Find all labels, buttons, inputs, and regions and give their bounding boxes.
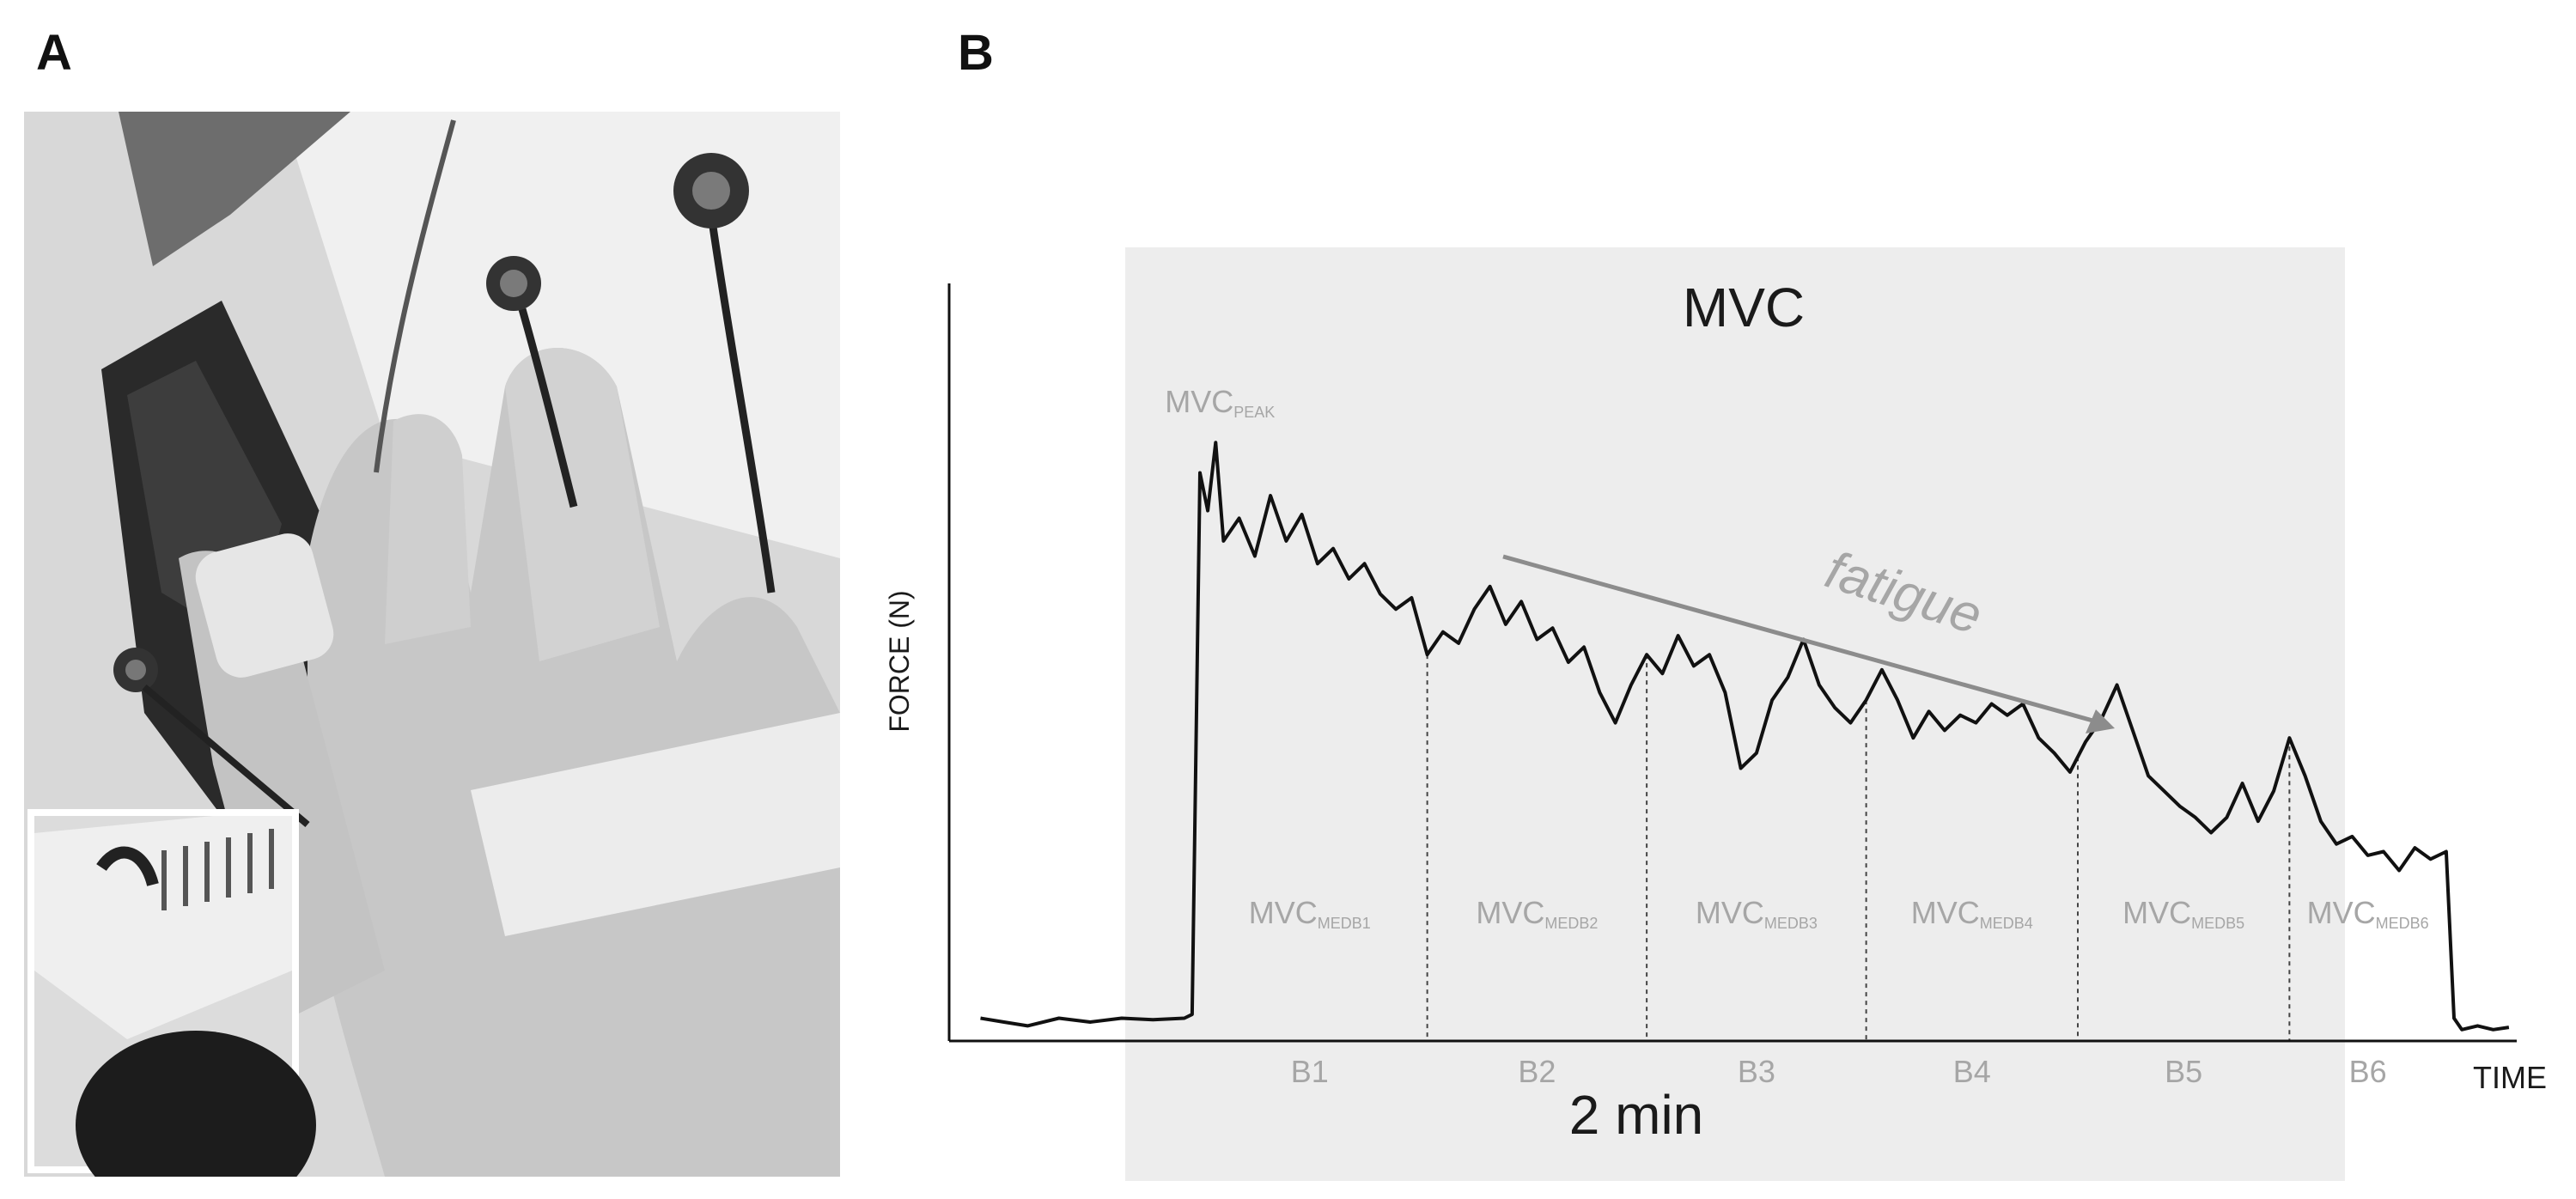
block-median-label-6: MVCMEDB6 xyxy=(2307,895,2429,932)
block-name-6: B6 xyxy=(2349,1054,2387,1089)
fatigue-arrow xyxy=(1502,554,2097,724)
x-axis-label: TIME xyxy=(2473,1060,2547,1095)
hand-photograph-svg xyxy=(24,112,840,1177)
hand-photograph xyxy=(24,112,840,1177)
block-name-5: B5 xyxy=(2165,1054,2202,1089)
force-time-chart: MVCPEAK B1 MVCMEDB1 B2 MVCMEDB2 B3 MVCMEDB3 B4 M… xyxy=(859,232,2568,1194)
y-axis-label: FORCE (N) xyxy=(884,590,915,732)
duration-label: 2 min xyxy=(1569,1084,1704,1146)
mvc-shaded-region xyxy=(1125,247,2345,1181)
panel-b-letter: B xyxy=(958,25,994,81)
force-trace xyxy=(980,441,2510,1032)
fatigue-arrowhead xyxy=(2086,709,2115,733)
force-time-chart-svg: MVCPEAKB1MVCMEDB1B2MVCMEDB2B3MVCMEDB3B4M… xyxy=(884,247,2547,1181)
block-name-1: B1 xyxy=(1291,1054,1329,1089)
chart-title: MVC xyxy=(1683,277,1805,338)
panel-a-letter: A xyxy=(36,25,72,81)
block-name-3: B3 xyxy=(1738,1054,1775,1089)
block-name-4: B4 xyxy=(1953,1054,1991,1089)
block-name-2: B2 xyxy=(1518,1054,1556,1089)
